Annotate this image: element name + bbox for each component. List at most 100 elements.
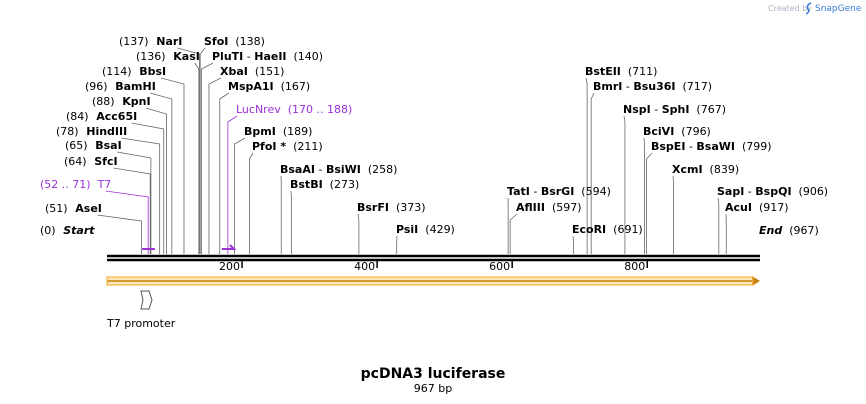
site-label[interactable]: (0) Start xyxy=(40,224,95,237)
label-leader-line xyxy=(585,77,588,254)
label-leader-line xyxy=(672,175,674,254)
svg-text:LucNrev (170 .. 188): LucNrev (170 .. 188) xyxy=(236,103,352,116)
svg-text:(84) Acc65I: (84) Acc65I xyxy=(66,110,137,123)
label-leader-line xyxy=(194,62,200,254)
svg-text:(65) BsaI: (65) BsaI xyxy=(65,139,122,152)
site-label[interactable]: EcoRI (691) xyxy=(572,223,643,236)
site-label[interactable]: BmrI - Bsu36I (717) xyxy=(593,80,712,93)
label-leader-line xyxy=(113,167,151,254)
label-leader-line xyxy=(105,190,149,254)
site-label[interactable]: PfoI * (211) xyxy=(252,140,323,153)
ruler: 200 400 600 800 xyxy=(219,260,648,273)
map-length: 967 bp xyxy=(414,382,452,395)
svg-text:(137) NarI: (137) NarI xyxy=(119,35,182,48)
svg-text:TatI - BsrGI (594): TatI - BsrGI (594) xyxy=(507,185,611,198)
credit-text: Created by xyxy=(768,4,812,13)
svg-text:EcoRI (691): EcoRI (691) xyxy=(572,223,643,236)
t7-promoter-feature[interactable] xyxy=(140,290,153,310)
site-label[interactable]: AcuI (917) xyxy=(725,201,789,214)
label-leader-line xyxy=(97,214,142,254)
label-leader-line xyxy=(150,92,173,254)
site-label[interactable]: AflIII (597) xyxy=(516,201,582,214)
svg-text:PluTI - HaeII (140): PluTI - HaeII (140) xyxy=(212,50,323,63)
site-label[interactable]: XcmI (839) xyxy=(672,163,739,176)
site-label[interactable]: (114) BbsI xyxy=(102,65,166,78)
svg-text:AcuI (917): AcuI (917) xyxy=(725,201,789,214)
svg-text:XcmI (839): XcmI (839) xyxy=(672,163,739,176)
label-leader-line xyxy=(643,137,645,254)
svg-text:(88) KpnI: (88) KpnI xyxy=(92,95,151,108)
t7-promoter-label: T7 promoter xyxy=(106,317,176,330)
svg-text:BmrI - Bsu36I (717): BmrI - Bsu36I (717) xyxy=(593,80,712,93)
label-leader-line xyxy=(572,235,575,254)
label-leader-line xyxy=(623,115,626,254)
map-title: pcDNA3 luciferase xyxy=(361,366,506,382)
svg-text:End (967): End (967) xyxy=(759,224,819,237)
site-label[interactable]: BstBI (273) xyxy=(290,178,359,191)
snapgene-logo-icon xyxy=(805,2,812,15)
site-label[interactable]: BstEII (711) xyxy=(585,65,657,78)
svg-text:BsaAI - BsiWI (258): BsaAI - BsiWI (258) xyxy=(280,163,397,176)
label-leader-line xyxy=(117,151,152,254)
site-label[interactable]: (52 .. 71) T7 xyxy=(40,178,111,191)
orf-feature[interactable] xyxy=(106,276,760,286)
site-label[interactable]: XbaI (151) xyxy=(220,65,284,78)
primer-bars xyxy=(142,244,237,250)
site-label[interactable]: (96) BamHI xyxy=(85,80,156,93)
svg-text:(78) HindIII: (78) HindIII xyxy=(56,125,127,138)
svg-text:SfoI (138): SfoI (138) xyxy=(204,35,265,48)
site-label[interactable]: SfoI (138) xyxy=(204,35,265,48)
site-label[interactable]: PsiI (429) xyxy=(396,223,455,236)
svg-text:(64) SfcI: (64) SfcI xyxy=(64,155,118,168)
label-leaders xyxy=(97,47,727,254)
site-label[interactable]: BpmI (189) xyxy=(244,125,312,138)
label-leader-line xyxy=(201,62,214,254)
ruler-tick-label: 400 xyxy=(354,260,375,273)
svg-text:(52 .. 71) T7: (52 .. 71) T7 xyxy=(40,178,111,191)
label-leader-line xyxy=(121,137,161,254)
svg-text:BpmI (189): BpmI (189) xyxy=(244,125,312,138)
site-label[interactable]: BciVI (796) xyxy=(643,125,711,138)
label-leader-line xyxy=(145,107,167,254)
site-label[interactable]: PluTI - HaeII (140) xyxy=(212,50,323,63)
site-label[interactable]: MspA1I (167) xyxy=(228,80,310,93)
site-label[interactable]: (136) KasI xyxy=(136,50,200,63)
svg-text:BciVI (796): BciVI (796) xyxy=(643,125,711,138)
svg-text:BstEII (711): BstEII (711) xyxy=(585,65,657,78)
site-label[interactable]: (51) AseI xyxy=(45,202,102,215)
site-label[interactable]: End (967) xyxy=(759,224,819,237)
label-leader-line xyxy=(509,213,518,254)
site-label[interactable]: (64) SfcI xyxy=(64,155,118,168)
site-label[interactable]: (137) NarI xyxy=(119,35,182,48)
site-label[interactable]: (88) KpnI xyxy=(92,95,151,108)
svg-text:(51) AseI: (51) AseI xyxy=(45,202,102,215)
label-leader-line xyxy=(234,137,246,254)
ruler-tick-label: 200 xyxy=(219,260,240,273)
site-label[interactable]: BspEI - BsaWI (799) xyxy=(651,140,772,153)
site-label[interactable]: SapI - BspQI (906) xyxy=(717,185,828,198)
site-label[interactable]: BsaAI - BsiWI (258) xyxy=(280,163,397,176)
site-label[interactable]: (84) Acc65I xyxy=(66,110,137,123)
label-leader-line xyxy=(249,152,254,254)
label-leader-line xyxy=(357,213,360,254)
site-label[interactable]: TatI - BsrGI (594) xyxy=(507,185,611,198)
label-leader-line xyxy=(208,77,222,254)
svg-text:(0) Start: (0) Start xyxy=(40,224,95,237)
svg-text:BstBI (273): BstBI (273) xyxy=(290,178,359,191)
site-label[interactable]: LucNrev (170 .. 188) xyxy=(236,103,352,116)
primer-bar[interactable] xyxy=(221,244,237,250)
snapgene-brand: SnapGene xyxy=(815,4,862,14)
label-leader-line xyxy=(646,152,653,254)
svg-text:XbaI (151): XbaI (151) xyxy=(220,65,284,78)
site-label[interactable]: NspI - SphI (767) xyxy=(623,103,726,116)
label-leader-line xyxy=(219,92,230,254)
site-label[interactable]: BsrFI (373) xyxy=(357,201,426,214)
site-label[interactable]: (78) HindIII xyxy=(56,125,127,138)
label-leader-line xyxy=(160,77,185,254)
label-leader-line xyxy=(177,47,200,254)
svg-text:(136) KasI: (136) KasI xyxy=(136,50,200,63)
site-label[interactable]: (65) BsaI xyxy=(65,139,122,152)
svg-text:SapI - BspQI (906): SapI - BspQI (906) xyxy=(717,185,828,198)
